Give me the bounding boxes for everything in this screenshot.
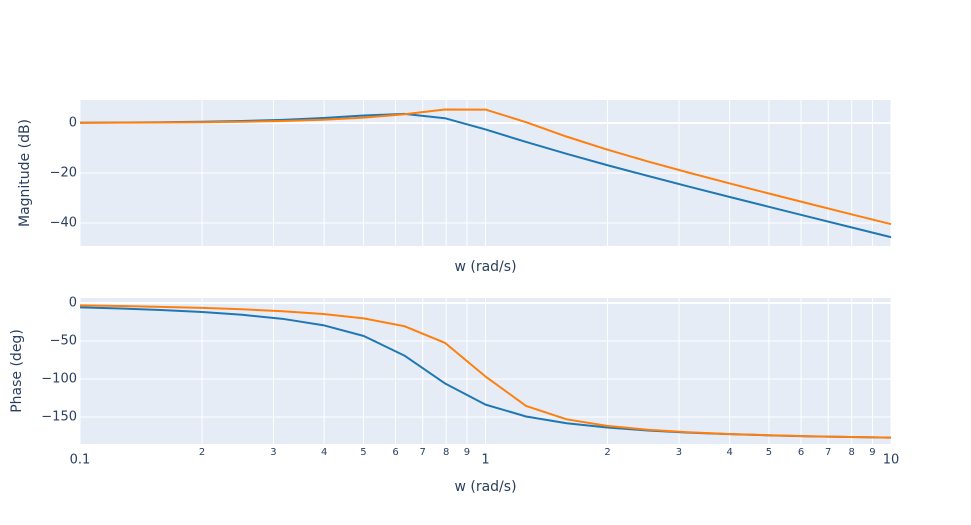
x-tick-label: 6 (798, 447, 804, 458)
x-tick-label: 7 (419, 447, 425, 458)
x-tick-label: 2 (604, 447, 610, 458)
x-tick-label: 9 (464, 447, 470, 458)
x-tick-label: 4 (726, 447, 732, 458)
y-tick-label: −50 (50, 334, 77, 349)
x-tick-label: 8 (443, 447, 449, 458)
x-tick-label: 2 (199, 447, 205, 458)
x-axis-title: w (rad/s) (454, 259, 516, 275)
y-tick-label: 0 (69, 116, 77, 131)
x-tick-label: 6 (392, 447, 398, 458)
x-tick-label: 4 (321, 447, 327, 458)
x-tick-label: 3 (676, 447, 682, 458)
y-tick-label: 0 (69, 296, 77, 311)
y-tick-label: −100 (41, 372, 77, 387)
y-tick-label: −150 (41, 410, 77, 425)
x-tick-label: 1 (481, 453, 489, 468)
x-tick-label: 5 (360, 447, 366, 458)
x-tick-label: 8 (849, 447, 855, 458)
y-axis-title: Magnitude (dB) (17, 119, 33, 227)
x-tick-label: 3 (270, 447, 276, 458)
y-tick-label: −40 (50, 216, 77, 231)
x-tick-label: 9 (869, 447, 875, 458)
y-axis-title: Phase (deg) (9, 329, 25, 413)
x-tick-label: 5 (766, 447, 772, 458)
y-tick-label: −20 (50, 166, 77, 181)
x-tick-label: 7 (825, 447, 831, 458)
x-axis-title: w (rad/s) (454, 479, 516, 495)
series-line (79, 304, 892, 439)
x-tick-label: 0.1 (70, 453, 91, 468)
series-line (79, 108, 892, 226)
x-tick-label: 10 (883, 453, 900, 468)
